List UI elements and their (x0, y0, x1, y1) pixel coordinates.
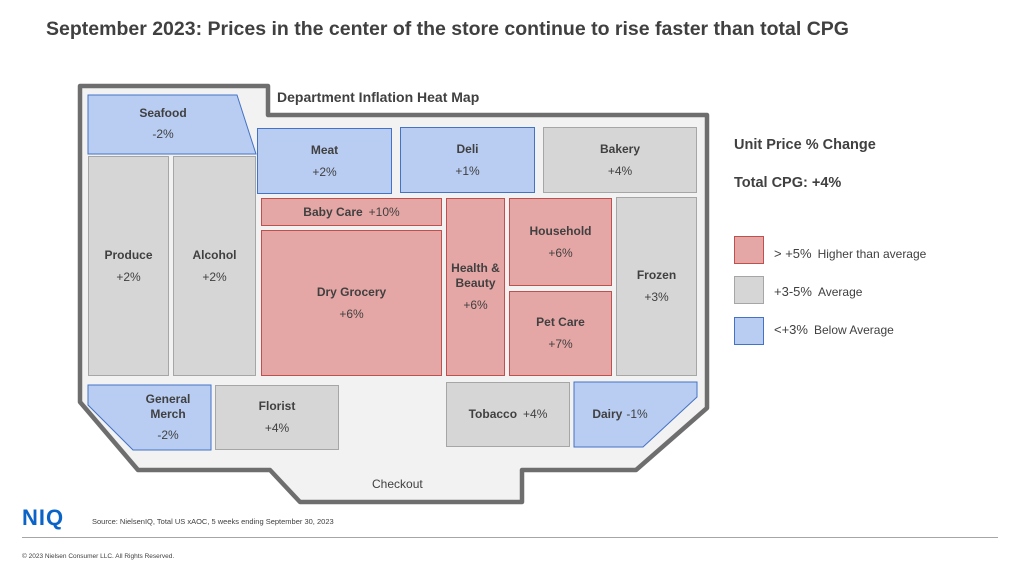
dept-deli: Deli +1% (400, 127, 535, 193)
dept-value: +7% (548, 337, 573, 351)
dept-baby-care: Baby Care +10% (261, 198, 442, 226)
dept-name: Pet Care (536, 315, 585, 329)
dept-name: Dry Grocery (316, 284, 387, 299)
dept-name-line1: Health & (451, 261, 500, 275)
dept-alcohol: Alcohol +2% (173, 156, 256, 376)
dept-value: +6% (463, 298, 488, 312)
legend-item-average: +3-5% Average (774, 284, 862, 299)
footer-divider (22, 537, 998, 538)
dept-value: +2% (312, 164, 337, 179)
dept-name-line1: General (145, 392, 191, 406)
page-title: September 2023: Prices in the center of … (46, 18, 849, 40)
dept-value: +1% (455, 163, 480, 178)
dept-name: Meat (310, 142, 339, 157)
dept-name-line2: Merch (150, 407, 186, 421)
dept-name: Household (529, 223, 592, 238)
dept-value: +2% (116, 269, 141, 284)
dept-name: Seafood (139, 106, 187, 120)
source-note: Source: NielsenIQ, Total US xAOC, 5 week… (92, 517, 334, 526)
niq-logo: NIQ (22, 505, 65, 530)
dept-value: +4% (607, 163, 633, 178)
dept-name: Tobacco (468, 407, 518, 421)
dept-florist: Florist +4% (215, 385, 339, 450)
legend-range: +3-5% (774, 284, 812, 299)
checkout-label: Checkout (372, 477, 423, 491)
dept-dry-grocery: Dry Grocery +6% (261, 230, 442, 376)
legend-total-cpg: Total CPG: +4% (734, 175, 842, 191)
dept-produce: Produce +2% (88, 156, 169, 376)
dept-value: +6% (548, 245, 573, 260)
dept-name: Deli (456, 141, 479, 156)
general-merch-shape (87, 384, 212, 451)
dept-bakery: Bakery +4% (543, 127, 697, 193)
legend-label: Average (817, 285, 863, 299)
copyright-notice: © 2023 Nielsen Consumer LLC. All Rights … (22, 553, 175, 560)
dept-name: Bakery (599, 141, 641, 156)
dept-seafood: Seafood -2% (118, 106, 208, 142)
seafood-shape (87, 94, 257, 155)
dept-value: +4% (264, 421, 290, 435)
dept-general-merch: General Merch -2% (130, 392, 206, 443)
legend-title: Unit Price % Change (734, 137, 876, 153)
dept-name: Baby Care (303, 204, 363, 219)
dept-name: Produce (104, 247, 153, 262)
dept-value: -2% (157, 428, 179, 442)
dept-tobacco: Tobacco +4% (446, 382, 570, 447)
dept-value: -2% (152, 127, 174, 141)
legend-item-below: <+3% Below Average (774, 322, 894, 337)
dept-name: Florist (258, 399, 296, 413)
dept-name: Alcohol (192, 247, 237, 262)
legend-swatch-below (734, 317, 764, 345)
dept-name-line2: Beauty (455, 276, 496, 290)
dept-meat: Meat +2% (257, 128, 392, 194)
dept-frozen: Frozen +3% (616, 197, 697, 376)
legend-label: Higher than average (817, 247, 927, 261)
map-title: Department Inflation Heat Map (277, 89, 480, 105)
legend-swatch-average (734, 276, 764, 304)
dept-value: +2% (202, 269, 227, 284)
dept-value: +6% (339, 306, 364, 321)
legend-label: Below Average (813, 323, 894, 337)
dept-health-beauty: Health & Beauty +6% (446, 198, 505, 376)
dairy-shape (573, 381, 698, 448)
dept-household: Household +6% (509, 198, 612, 286)
legend-range: > +5% (774, 246, 812, 261)
dept-dairy: Dairy -1% (580, 407, 660, 422)
dept-pet-care: Pet Care +7% (509, 291, 612, 376)
dept-value: +4% (523, 407, 548, 421)
dept-name: Frozen (636, 268, 677, 282)
legend-item-higher: > +5% Higher than average (774, 246, 926, 261)
dept-name: Dairy (592, 407, 623, 421)
legend-range: <+3% (774, 322, 808, 337)
legend-swatch-higher (734, 236, 764, 264)
dept-value: +10% (368, 204, 400, 219)
dept-value: +3% (644, 290, 669, 304)
dept-value: -1% (626, 407, 648, 421)
